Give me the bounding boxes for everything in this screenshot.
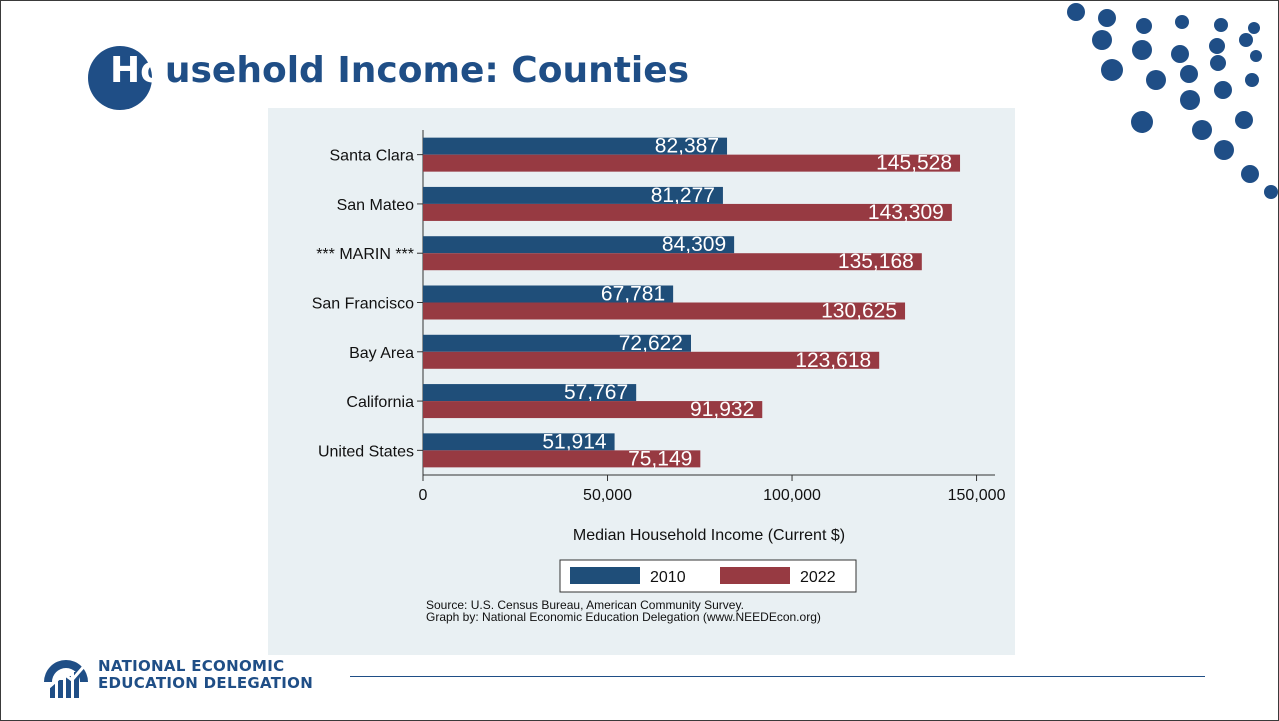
decorative-dot bbox=[1092, 30, 1112, 50]
bar-value-label: 130,625 bbox=[821, 300, 897, 323]
bar-value-label: 84,309 bbox=[662, 233, 726, 256]
bar-2022 bbox=[423, 154, 961, 172]
legend-label: 2022 bbox=[800, 569, 836, 586]
bar-value-label: 72,622 bbox=[619, 332, 683, 355]
title-text: Household Income: Counties bbox=[110, 50, 689, 91]
source-line-2: Graph by: National Economic Education De… bbox=[426, 610, 821, 624]
decorative-dot bbox=[1098, 9, 1116, 27]
bar-value-label: 143,309 bbox=[868, 201, 944, 224]
legend-label: 2010 bbox=[650, 569, 686, 586]
decorative-dot bbox=[1214, 18, 1228, 32]
decorative-dot bbox=[1250, 50, 1262, 62]
decorative-dot bbox=[1245, 73, 1259, 87]
decorative-dot bbox=[1131, 111, 1153, 133]
org-name-line-1: NATIONAL ECONOMIC bbox=[98, 657, 285, 675]
org-name-line-2: EDUCATION DELEGATION bbox=[98, 674, 314, 692]
bar-2010 bbox=[423, 433, 615, 451]
footer-divider bbox=[350, 676, 1205, 677]
bar-2010 bbox=[423, 236, 735, 254]
decorative-dot bbox=[1101, 59, 1123, 81]
bar-2010 bbox=[423, 285, 674, 303]
x-tick-label: 0 bbox=[419, 487, 428, 504]
decorative-dot bbox=[1146, 70, 1166, 90]
x-axis-title: Median Household Income (Current $) bbox=[573, 527, 845, 544]
title-circle-badge bbox=[88, 46, 152, 110]
bar-value-label: 91,932 bbox=[690, 398, 754, 421]
decorative-dot bbox=[1171, 45, 1189, 63]
bar-value-label: 81,277 bbox=[651, 184, 715, 207]
decorative-dot bbox=[1264, 185, 1278, 199]
decorative-dot bbox=[1192, 120, 1212, 140]
bar-value-label: 135,168 bbox=[838, 250, 914, 273]
income-bar-chart: 0 50,000 100,000 150,000 Median Household In… bbox=[312, 130, 1006, 593]
decorative-dot bbox=[1239, 33, 1253, 47]
bar-2022 bbox=[423, 450, 701, 468]
bar-value-label: 57,767 bbox=[564, 381, 628, 404]
decorative-dot bbox=[1180, 90, 1200, 110]
x-tick-label: 150,000 bbox=[948, 487, 1006, 504]
decorative-dots bbox=[1067, 3, 1278, 199]
category-label: Santa Clara bbox=[330, 148, 415, 165]
bar-value-label: 51,914 bbox=[542, 430, 607, 453]
bar-value-label: 75,149 bbox=[628, 447, 692, 470]
category-label: San Mateo bbox=[337, 197, 414, 214]
bar-2022 bbox=[423, 351, 880, 369]
category-label: Bay Area bbox=[349, 345, 414, 362]
needelogo-icon bbox=[44, 660, 88, 698]
bar-2010 bbox=[423, 334, 691, 352]
bar-2010 bbox=[423, 186, 723, 204]
category-label: United States bbox=[318, 443, 414, 460]
x-tick-label: 50,000 bbox=[583, 487, 632, 504]
source-line-1: Source: U.S. Census Bureau, American Com… bbox=[426, 598, 744, 612]
decorative-dot bbox=[1136, 18, 1152, 34]
category-label: *** MARIN *** bbox=[316, 246, 414, 263]
decorative-dot bbox=[1209, 38, 1225, 54]
chart-source: Source: U.S. Census Bureau, American Com… bbox=[426, 599, 821, 623]
decorative-dot bbox=[1067, 3, 1085, 21]
bar-2022 bbox=[423, 302, 906, 320]
decorative-dot bbox=[1132, 40, 1152, 60]
decorative-dot bbox=[1214, 140, 1234, 160]
decorative-dot bbox=[1248, 22, 1260, 34]
bar-value-label: 123,618 bbox=[795, 349, 871, 372]
category-label: California bbox=[346, 394, 414, 411]
legend-swatch-2022 bbox=[720, 567, 790, 584]
bar-2022 bbox=[423, 203, 952, 221]
bar-2022 bbox=[423, 401, 763, 419]
org-name: NATIONAL ECONOMIC EDUCATION DELEGATION bbox=[98, 658, 313, 692]
legend-swatch-2010 bbox=[570, 567, 640, 584]
title-first-letters: Ho bbox=[110, 50, 165, 91]
decorative-dot bbox=[1180, 65, 1198, 83]
bar-value-label: 67,781 bbox=[601, 283, 665, 306]
title-rest: usehold Income: Counties bbox=[164, 50, 690, 91]
bar-value-label: 145,528 bbox=[876, 152, 952, 175]
decorative-dot bbox=[1235, 111, 1253, 129]
decorative-dot bbox=[1214, 81, 1232, 99]
bar-value-label: 82,387 bbox=[655, 135, 719, 158]
bar-2010 bbox=[423, 384, 637, 402]
bar-2010 bbox=[423, 137, 728, 155]
x-tick-label: 100,000 bbox=[763, 487, 821, 504]
decorative-dot bbox=[1241, 165, 1259, 183]
decorative-dot bbox=[1175, 15, 1189, 29]
category-label: San Francisco bbox=[312, 296, 414, 313]
bar-2022 bbox=[423, 253, 922, 271]
decorative-dot bbox=[1210, 55, 1226, 71]
